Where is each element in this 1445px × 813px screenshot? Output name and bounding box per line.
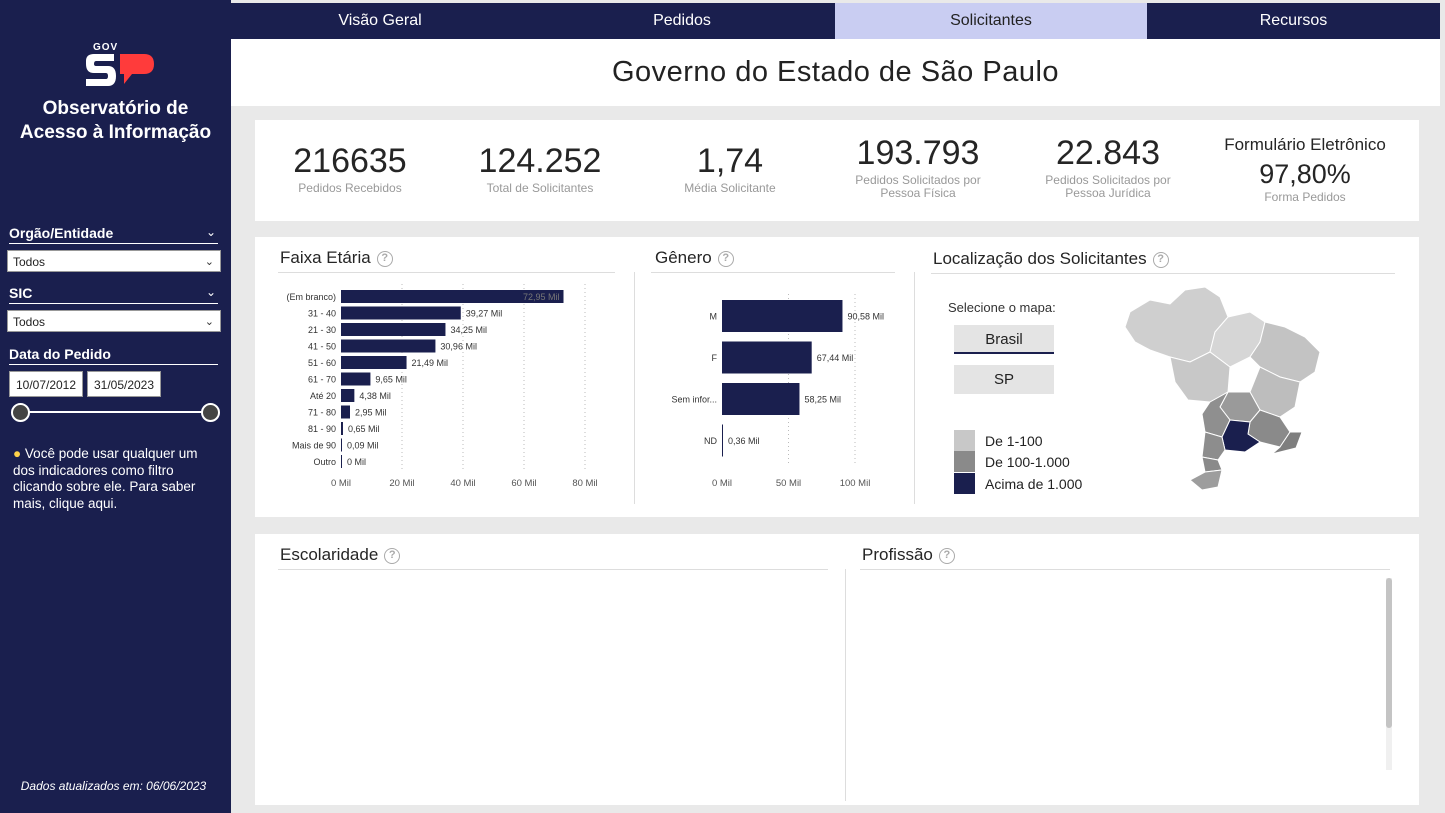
filter-orgao-select[interactable]: Todos ⌄ bbox=[7, 250, 221, 272]
map-region-rs bbox=[1189, 469, 1223, 491]
legend-swatch bbox=[954, 430, 975, 451]
filter-orgao-value: Todos bbox=[13, 255, 46, 269]
profissao-scrollbar[interactable] bbox=[1386, 578, 1392, 770]
date-slider-start-handle[interactable] bbox=[11, 403, 30, 422]
kpi-label-line1: Pedidos Solicitados por bbox=[855, 173, 981, 187]
tab-solicitantes[interactable]: Solicitantes bbox=[835, 3, 1147, 39]
help-icon[interactable]: ? bbox=[938, 548, 955, 564]
gov-sp-logo: GOV bbox=[84, 42, 156, 90]
kpi-label-line2: Pessoa Jurídica bbox=[1065, 186, 1151, 200]
filter-date-label: Data do Pedido bbox=[9, 346, 218, 365]
app-title: Observatório de Acesso à Informação bbox=[0, 97, 231, 145]
page-title: Governo do Estado de São Paulo bbox=[231, 39, 1440, 106]
chevron-down-icon[interactable]: ⌄ bbox=[205, 285, 216, 299]
filter-sic-label-text: SIC bbox=[9, 285, 33, 301]
lightbulb-icon: ● bbox=[13, 446, 22, 461]
kpi-pessoa-juridica[interactable]: 22.843 Pedidos Solicitados por Pessoa Ju… bbox=[1028, 134, 1188, 200]
tip-text[interactable]: ● Você pode usar qualquer um dos indicad… bbox=[13, 446, 221, 512]
date-end-input[interactable]: 31/05/2023 bbox=[87, 371, 161, 397]
localizacao-title-text: Localização dos Solicitantes bbox=[933, 249, 1147, 268]
kpi-label-line2: Pessoa Física bbox=[880, 186, 956, 200]
localizacao-title: Localização dos Solicitantes? bbox=[933, 249, 1169, 269]
legend-label: De 1-100 bbox=[985, 433, 1043, 449]
filter-sic-label[interactable]: SIC ⌄ bbox=[9, 285, 218, 304]
title-rule bbox=[860, 569, 1390, 570]
genero-title: Gênero? bbox=[655, 248, 734, 268]
escolaridade-title: Escolaridade? bbox=[280, 545, 401, 565]
tab-bar: Visão Geral Pedidos Solicitantes Recurso… bbox=[231, 3, 1440, 39]
updated-date: Dados atualizados em: 06/06/2023 bbox=[20, 779, 207, 793]
title-rule bbox=[931, 273, 1395, 274]
app-title-line1: Observatório de bbox=[42, 98, 189, 119]
tip-message: Você pode usar qualquer um dos indicador… bbox=[13, 446, 198, 511]
escolaridade-title-text: Escolaridade bbox=[280, 545, 379, 564]
scrollbar-thumb[interactable] bbox=[1386, 578, 1392, 728]
divider bbox=[634, 272, 635, 504]
kpi-total-solicitantes[interactable]: 124.252 Total de Solicitantes bbox=[460, 142, 620, 195]
kpi-value: 22.843 bbox=[1056, 134, 1160, 172]
kpi-label: Pedidos Recebidos bbox=[298, 181, 402, 195]
map-sp-button[interactable]: SP bbox=[954, 365, 1054, 394]
sp-logo-icon bbox=[86, 54, 154, 86]
kpi-pessoa-fisica[interactable]: 193.793 Pedidos Solicitados por Pessoa F… bbox=[838, 134, 998, 200]
faixa-etaria-title: Faixa Etária? bbox=[280, 248, 393, 268]
app-title-line2: Acesso à Informação bbox=[19, 122, 212, 143]
legend-swatch bbox=[954, 451, 975, 472]
help-icon[interactable]: ? bbox=[384, 548, 401, 564]
genero-title-text: Gênero bbox=[655, 248, 712, 267]
faixa-etaria-title-text: Faixa Etária bbox=[280, 248, 371, 267]
help-icon[interactable]: ? bbox=[1152, 252, 1169, 268]
divider bbox=[914, 272, 915, 504]
filter-orgao-label-text: Orgão/Entidade bbox=[9, 225, 114, 241]
profissao-title-text: Profissão bbox=[862, 545, 933, 564]
kpi-label: Forma Pedidos bbox=[1264, 190, 1346, 204]
kpi-label: Total de Solicitantes bbox=[486, 181, 594, 195]
date-slider-track[interactable] bbox=[20, 411, 210, 413]
kpi-value: 1,74 bbox=[696, 142, 764, 180]
title-rule bbox=[278, 272, 615, 273]
filter-sic-value: Todos bbox=[13, 315, 46, 329]
chevron-down-icon[interactable]: ⌄ bbox=[204, 316, 214, 328]
logo-text: GOV bbox=[93, 42, 119, 53]
title-rule bbox=[651, 272, 895, 273]
kpi-value: 216635 bbox=[293, 142, 407, 180]
tab-recursos[interactable]: Recursos bbox=[1259, 12, 1328, 29]
map-region-rj-es bbox=[1271, 431, 1303, 455]
kpi-value: 124.252 bbox=[478, 142, 602, 180]
chevron-down-icon[interactable]: ⌄ bbox=[205, 225, 216, 239]
map-brasil-button[interactable]: Brasil bbox=[954, 325, 1054, 354]
title-rule bbox=[278, 569, 828, 570]
filter-date-label-text: Data do Pedido bbox=[9, 346, 111, 362]
date-slider-end-handle[interactable] bbox=[201, 403, 220, 422]
filter-sic-select[interactable]: Todos ⌄ bbox=[7, 310, 221, 332]
tab-visao-geral[interactable]: Visão Geral bbox=[338, 12, 422, 29]
kpi-value: 97,80% bbox=[1259, 159, 1351, 189]
brazil-map[interactable] bbox=[1110, 282, 1330, 492]
kpi-label: Média Solicitante bbox=[684, 181, 776, 195]
help-icon[interactable]: ? bbox=[717, 251, 734, 267]
divider bbox=[845, 569, 846, 801]
kpi-media-solicitante[interactable]: 1,74 Média Solicitante bbox=[650, 142, 810, 195]
map-select-label: Selecione o mapa: bbox=[948, 300, 1056, 315]
tab-pedidos[interactable]: Pedidos bbox=[653, 12, 711, 29]
map-region-sp bbox=[1221, 419, 1261, 453]
legend-label: Acima de 1.000 bbox=[985, 476, 1083, 492]
kpi-pedidos-recebidos[interactable]: 216635 Pedidos Recebidos bbox=[270, 142, 430, 195]
profissao-title: Profissão? bbox=[862, 545, 955, 565]
chevron-down-icon[interactable]: ⌄ bbox=[204, 256, 214, 268]
help-icon[interactable]: ? bbox=[376, 251, 393, 267]
kpi-value: 193.793 bbox=[856, 134, 980, 172]
kpi-label-line1: Pedidos Solicitados por bbox=[1045, 173, 1171, 187]
legend-swatch bbox=[954, 473, 975, 494]
sidebar: GOV Observatório de Acesso à Informação … bbox=[0, 0, 231, 813]
map-region-pr bbox=[1201, 431, 1226, 461]
filter-orgao-label[interactable]: Orgão/Entidade ⌄ bbox=[9, 225, 218, 244]
kpi-panel: 216635 Pedidos Recebidos 124.252 Total d… bbox=[255, 120, 1419, 221]
kpi-forma-pedidos[interactable]: Formulário Eletrônico 97,80% Forma Pedid… bbox=[1205, 135, 1405, 204]
legend-label: De 100-1.000 bbox=[985, 454, 1070, 470]
date-start-input[interactable]: 10/07/2012 bbox=[9, 371, 83, 397]
kpi-title: Formulário Eletrônico bbox=[1224, 135, 1386, 154]
bottom-panel bbox=[255, 534, 1419, 805]
